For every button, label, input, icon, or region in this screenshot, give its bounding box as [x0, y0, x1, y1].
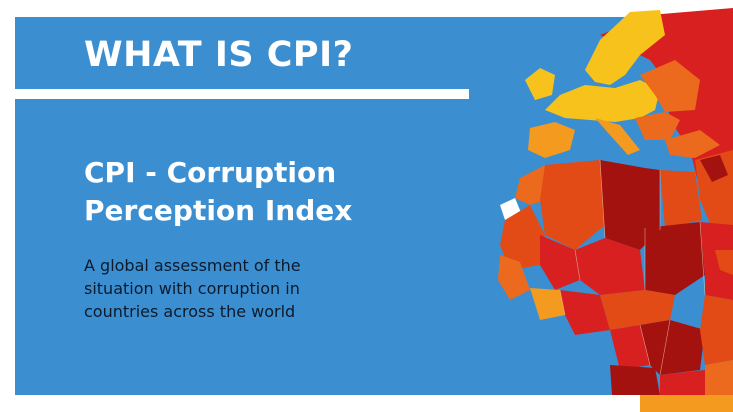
description-line-2: situation with corruption in [84, 279, 300, 298]
page-heading: WHAT IS CPI? [84, 35, 354, 75]
title-line-1: CPI - Corruption [84, 156, 337, 189]
description: A global assessment of the situation wit… [84, 254, 414, 323]
page-title: CPI - Corruption Perception Index [84, 154, 484, 230]
description-line-1: A global assessment of the [84, 256, 301, 275]
heading-underline [15, 89, 469, 99]
title-line-2: Perception Index [84, 194, 353, 227]
description-line-3: countries across the world [84, 302, 296, 321]
